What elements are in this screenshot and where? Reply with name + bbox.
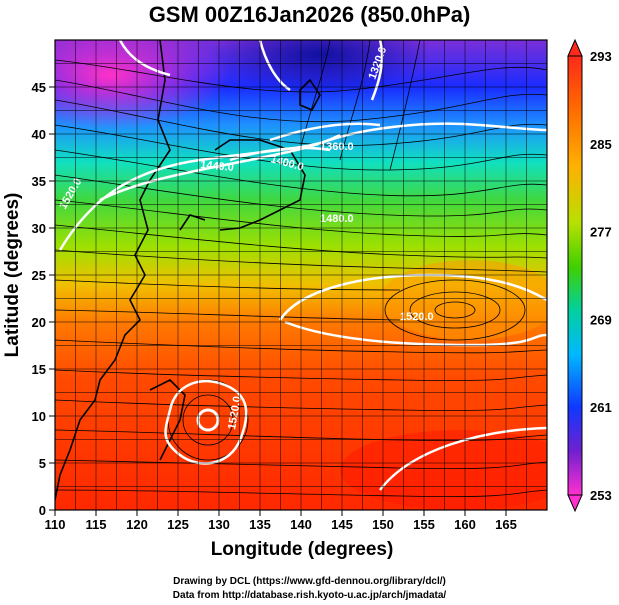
y-tick-label: 35 [32, 174, 46, 189]
grid-lines [55, 40, 547, 510]
credit-drawing: Drawing by DCL (https://www.gfd-dennou.o… [173, 576, 446, 587]
y-tick-label: 5 [39, 456, 46, 471]
colorbar: 293 285 277 269 261 253 [567, 38, 612, 513]
x-tick-label: 160 [454, 517, 476, 532]
y-tick-label: 20 [32, 315, 46, 330]
x-tick-label: 110 [45, 517, 66, 532]
y-tick-label: 30 [32, 221, 46, 236]
x-tick-label: 165 [495, 517, 517, 532]
y-tick-label: 25 [32, 268, 46, 283]
x-tick-label: 135 [249, 517, 271, 532]
x-tick-label: 150 [372, 517, 394, 532]
colorbar-label: 277 [590, 225, 612, 240]
y-tick-label: 45 [32, 80, 46, 95]
colorbar-bottom-arrow [567, 494, 583, 513]
cyclone-center [196, 408, 220, 432]
y-axis-label: Latitude (degrees) [2, 193, 23, 358]
wind-streamlines [55, 40, 547, 497]
colorbar-label: 253 [590, 488, 612, 503]
colorbar-label: 261 [590, 400, 612, 415]
x-tick-label: 130 [208, 517, 230, 532]
x-tick-label: 155 [413, 517, 435, 532]
colorbar-label: 293 [590, 49, 612, 64]
x-axis-label: Longitude (degrees) [211, 539, 394, 560]
credit-data: Data from http://database.rish.kyoto-u.a… [172, 590, 447, 601]
contour-label: 1360.0 [320, 141, 354, 153]
y-tick-label: 15 [32, 362, 46, 377]
contour-label: 1480.0 [320, 213, 354, 225]
y-tick-label: 40 [32, 127, 46, 142]
x-tick-label: 125 [167, 517, 189, 532]
y-tick-label: 10 [32, 409, 46, 424]
colorbar-top-arrow [567, 38, 583, 57]
height-contours [58, 40, 547, 491]
contour-label: 1520.0 [400, 311, 434, 323]
y-axis-ticks: 0 5 10 15 20 25 30 35 40 45 [32, 80, 55, 518]
colorbar-label: 285 [590, 137, 612, 152]
x-axis-ticks: 110 115 120 125 130 135 140 145 150 155 160 165 [45, 510, 517, 532]
x-tick-label: 120 [126, 517, 148, 532]
map-title: GSM 00Z16Jan2026 (850.0hPa) [148, 2, 471, 27]
y-tick-label: 0 [39, 503, 46, 518]
x-tick-label: 145 [331, 517, 353, 532]
colorbar-labels: 293 285 277 269 261 253 [590, 49, 612, 503]
colorbar-scale [567, 55, 583, 496]
colorbar-label: 269 [590, 312, 612, 327]
x-tick-label: 115 [86, 517, 107, 532]
x-tick-label: 140 [290, 517, 312, 532]
contour-label: 1440.0 [200, 159, 235, 174]
